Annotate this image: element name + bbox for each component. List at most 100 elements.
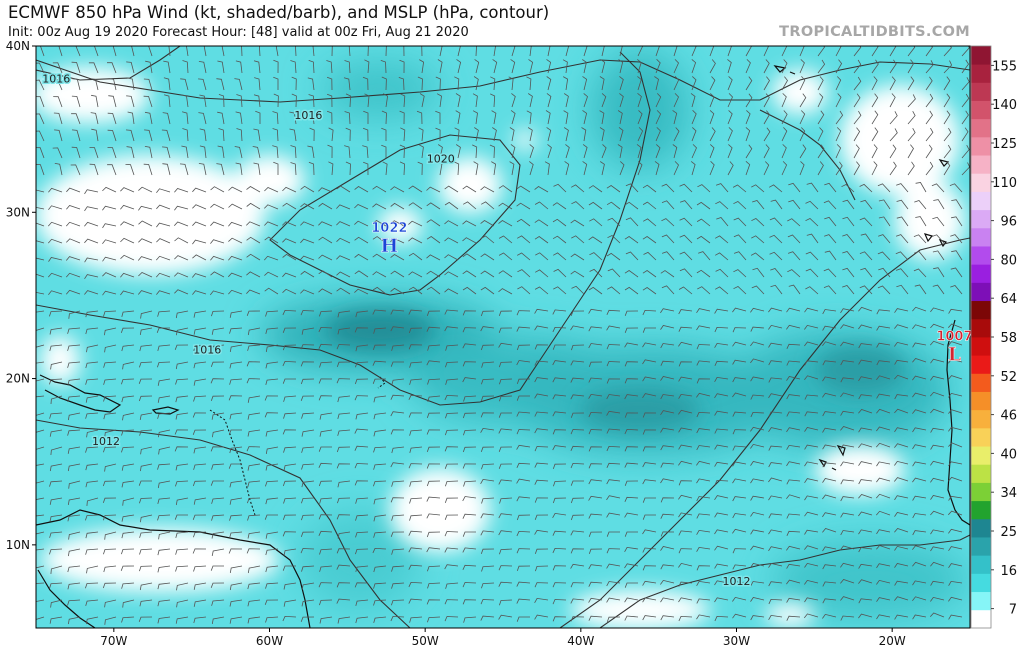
wind-barb [228,463,242,469]
wind-barb [948,341,963,346]
wind-barb [145,60,153,74]
wind-barb [912,596,927,601]
wind-barb [246,271,261,278]
wind-barb [36,361,45,364]
wind-barb [282,480,297,487]
wind-barb [463,395,477,402]
wind-barb [138,220,153,227]
wind-barb [112,46,117,57]
wind-barb [480,427,495,433]
wind-barb [526,76,532,91]
wind-barb [930,495,945,500]
colorbar-segment [971,173,991,192]
wind-barb [301,463,315,470]
wind-barb [198,112,207,125]
wind-barb [199,94,207,108]
wind-barb [732,327,747,333]
wind-barb [660,579,675,585]
wind-barb [229,310,243,318]
wind-barb [426,412,441,419]
wind-barb [348,46,351,57]
wind-barb [336,446,351,453]
wind-barb [36,565,45,569]
wind-barb [84,290,99,295]
wind-barb [337,412,351,420]
wind-barb [570,325,585,331]
wind-barb [642,479,657,485]
wind-barb [588,429,603,435]
wind-barb [354,220,369,227]
colorbar-label: 96 [1000,215,1017,230]
wind-barb [534,497,549,503]
wind-barb [804,478,819,484]
wind-barb [138,272,153,278]
wind-barb [326,76,333,91]
wind-barb [480,286,495,295]
wind-speed-shading [36,46,970,628]
wind-barb [209,290,225,296]
wind-barb [534,236,549,244]
wind-barb [516,514,531,521]
wind-barb [534,286,549,295]
colorbar-segment [971,427,991,447]
wind-barb [131,46,135,57]
wind-barb [696,344,711,350]
wind-barb [642,270,657,278]
wind-barb [176,582,189,591]
wind-barb [840,579,855,584]
wind-barb [140,310,153,319]
wind-barb [637,161,643,176]
wind-barb [480,599,495,605]
wind-barb [212,429,225,438]
wind-barb [373,395,387,403]
wind-barb [444,429,459,436]
wind-barb [805,200,819,210]
wind-barb [516,565,531,572]
wind-barb [246,446,261,452]
wind-barb [642,429,657,435]
wind-barb [552,599,567,605]
wind-barb [660,478,675,484]
wind-barb [678,460,693,466]
wind-barb [318,582,333,588]
wind-barb [660,564,675,570]
colorbar-segment [971,300,991,320]
wind-barb [932,216,945,227]
wind-barb [272,128,279,142]
wind-barb [714,393,729,399]
wind-barb [143,78,153,91]
wind-barb [842,199,855,210]
wind-barb [894,460,909,466]
wind-barb [912,580,927,586]
wind-barb [930,580,945,586]
wind-barb [445,378,459,385]
high-pressure-symbol: H [380,235,398,257]
wind-barb [36,599,45,602]
wind-barb [211,463,225,470]
wind-barb [696,460,711,466]
wind-barb [951,199,963,210]
wind-barb [529,144,534,159]
wind-barb [516,344,531,351]
wind-barb [175,310,189,319]
wind-barb [138,395,153,402]
wind-barb [589,268,603,278]
wind-barb [624,480,639,486]
wind-barb [787,251,801,261]
wind-barb [319,599,333,606]
wind-barb [210,361,225,368]
wind-barb [750,394,765,400]
wind-barb [696,614,711,620]
wind-barb [455,144,461,159]
wind-barb [563,110,569,125]
wind-barb [103,446,117,453]
wind-barb [781,110,788,125]
wind-barb [912,444,927,450]
wind-barb [799,161,805,176]
wind-barb [36,616,45,620]
wind-barb [949,183,963,193]
wind-barb [273,93,279,108]
wind-barb [894,341,909,347]
wind-barb [894,427,909,433]
wind-barb [583,46,588,57]
